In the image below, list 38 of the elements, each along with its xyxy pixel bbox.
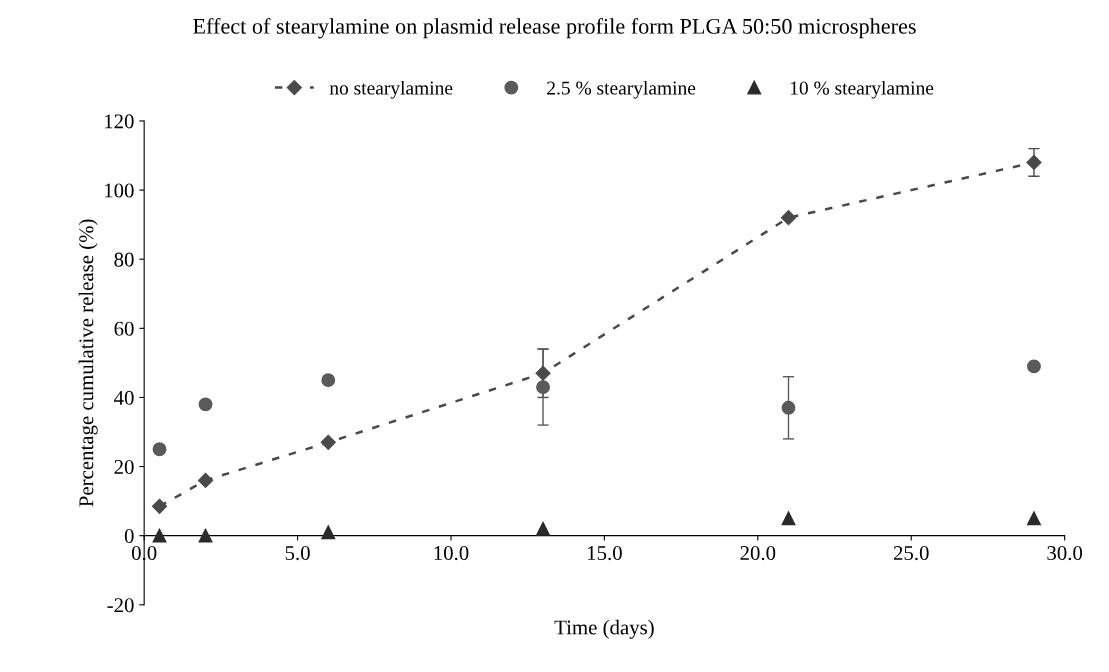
point	[780, 210, 797, 226]
x-tick-label: 5.0	[285, 546, 310, 561]
y-tick-label: 60	[114, 321, 134, 336]
point	[321, 373, 336, 388]
point	[1027, 359, 1041, 374]
y-tick-label: -20	[107, 598, 134, 613]
point	[320, 434, 336, 450]
point	[321, 525, 336, 540]
point	[536, 380, 550, 395]
point	[152, 528, 167, 543]
y-tick-label: 20	[114, 459, 134, 474]
chart-title: Effect of stearylamine on plasmid release profile form PLGA 50:50 microspheres	[193, 17, 916, 39]
y-tick-label: 80	[114, 252, 134, 267]
x-axis-title: Time (days)	[554, 619, 654, 639]
point	[535, 365, 551, 381]
y-tick-label: 0	[124, 529, 134, 544]
point	[151, 498, 168, 514]
x-tick-label: 25.0	[893, 546, 929, 561]
y-tick-label: 120	[105, 114, 134, 129]
point	[536, 521, 550, 536]
point	[781, 511, 796, 526]
x-tick-label: 20.0	[740, 546, 776, 561]
x-tick-label: 10.0	[434, 546, 469, 561]
y-axis-title: Percentage cumulative release (%)	[78, 219, 98, 507]
legend-label: 2.5 % stearylamine	[547, 80, 696, 99]
point	[781, 400, 796, 415]
point	[152, 442, 167, 457]
legend-label: no stearylamine	[329, 80, 453, 99]
legend-label: 10 % stearylamine	[790, 80, 934, 99]
x-tick-label: 15.0	[588, 546, 622, 561]
point	[198, 528, 213, 543]
point	[198, 397, 213, 412]
x-tick-label: 30.0	[1047, 546, 1083, 561]
y-tick-label: 100	[105, 183, 134, 198]
point	[197, 472, 214, 488]
y-tick-label: 40	[114, 390, 134, 405]
point	[1027, 511, 1041, 526]
point	[1026, 154, 1042, 171]
